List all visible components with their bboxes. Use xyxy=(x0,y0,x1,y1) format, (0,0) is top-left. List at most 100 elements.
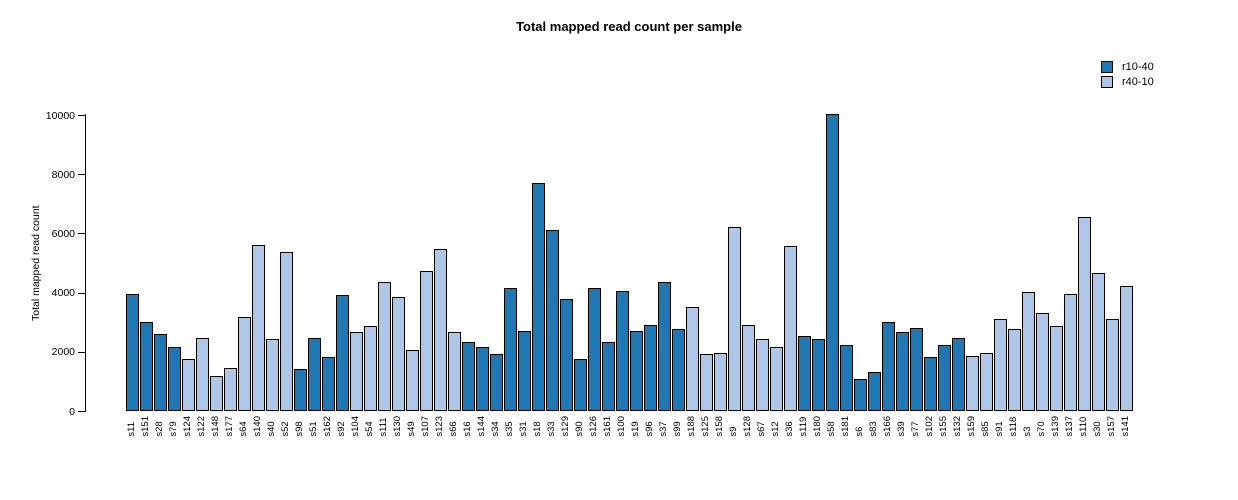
bar-column xyxy=(475,346,489,411)
bar-column xyxy=(713,352,727,411)
x-tick-label: s100 xyxy=(616,416,627,437)
x-tick-label-cell: s31 xyxy=(517,416,531,436)
x-tick-label: s39 xyxy=(896,421,907,437)
bar-column xyxy=(503,287,517,411)
x-tick-label-cell: s64 xyxy=(237,416,251,437)
x-tick-label-cell: s85 xyxy=(979,416,993,436)
x-tick-label-cell: s126 xyxy=(587,416,601,437)
x-tick-label: s151 xyxy=(140,416,151,437)
x-tick-label: s144 xyxy=(476,416,487,437)
bar-s157 xyxy=(1105,318,1119,411)
bar-s141 xyxy=(1119,286,1133,411)
x-tick-label-cell: s51 xyxy=(307,416,321,437)
x-tick-label-cell: s102 xyxy=(923,416,937,437)
bar-s123 xyxy=(433,249,447,411)
bar-s96 xyxy=(643,324,657,411)
bar-s151 xyxy=(139,321,153,411)
y-tick-label: 4000 xyxy=(51,287,75,300)
x-tick-label: s49 xyxy=(406,421,417,437)
x-tick-label-cell: s148 xyxy=(209,416,223,437)
x-tick-label: s70 xyxy=(1036,421,1047,437)
x-tick-label-cell: s158 xyxy=(713,416,727,437)
bar-s37 xyxy=(657,281,671,411)
x-tick-label: s51 xyxy=(308,421,319,437)
bar-column xyxy=(657,281,671,411)
x-tick-label: s96 xyxy=(644,421,655,437)
x-tick-label: s180 xyxy=(812,416,823,437)
bar-s166 xyxy=(881,321,895,411)
bar-column xyxy=(237,317,251,411)
bar-s125 xyxy=(699,354,713,411)
bar-s35 xyxy=(503,287,517,411)
bar-column xyxy=(153,333,167,411)
x-tick-label: s104 xyxy=(350,416,361,437)
x-tick-label-cell: s91 xyxy=(993,416,1007,436)
x-tick-label: s77 xyxy=(910,421,921,437)
bar-column xyxy=(937,345,951,411)
bar-s139 xyxy=(1049,326,1063,411)
bar-column xyxy=(979,352,993,411)
bar-column xyxy=(1049,326,1063,411)
x-tick-label: s30 xyxy=(1092,421,1103,437)
x-tick-label-cell: s9 xyxy=(727,416,741,437)
y-axis-title: Total mapped read count xyxy=(30,205,42,321)
x-tick-label: s58 xyxy=(826,421,837,437)
legend: r10-40 r40-10 xyxy=(1101,61,1154,91)
x-tick-label-cell: s40 xyxy=(265,416,279,436)
bar-s155 xyxy=(937,345,951,411)
x-tick-label-cell: s34 xyxy=(489,416,503,436)
bar-s119 xyxy=(797,336,811,411)
x-tick-label-cell: s36 xyxy=(783,416,797,436)
bar-column xyxy=(881,321,895,411)
bar-s91 xyxy=(993,318,1007,411)
y-tick-mark xyxy=(78,174,85,176)
bar-s98 xyxy=(293,369,307,411)
y-tick-label: 8000 xyxy=(51,168,75,181)
bar-s34 xyxy=(489,354,503,411)
bar-column xyxy=(1077,216,1091,411)
bar-column xyxy=(167,346,181,411)
bar-s107 xyxy=(419,271,433,411)
x-tick-label-cell: s18 xyxy=(531,416,545,436)
x-tick-label-cell: s139 xyxy=(1049,416,1063,437)
x-tick-label: s159 xyxy=(966,416,977,437)
bar-s54 xyxy=(363,326,377,411)
x-tick-label: s11 xyxy=(126,421,137,437)
x-tick-label: s33 xyxy=(546,421,557,437)
bar-column xyxy=(489,354,503,411)
bar-s161 xyxy=(601,342,615,411)
bar-s100 xyxy=(615,290,629,411)
bar-column xyxy=(993,318,1007,411)
bar-column xyxy=(965,355,979,411)
bar-column xyxy=(1021,292,1035,411)
legend-row: r40-10 xyxy=(1101,76,1154,88)
bar-s52 xyxy=(279,252,293,411)
bar-s162 xyxy=(321,357,335,411)
x-tick-label: s132 xyxy=(952,416,963,437)
bar-column xyxy=(139,321,153,411)
x-tick-label-cell: s77 xyxy=(909,416,923,437)
x-tick-label: s67 xyxy=(756,421,767,437)
bar-s39 xyxy=(895,332,909,411)
bar-column xyxy=(797,336,811,411)
bar-column xyxy=(629,330,643,411)
y-tick-label: 6000 xyxy=(51,227,75,240)
bar-s33 xyxy=(545,229,559,411)
bar-s3 xyxy=(1021,292,1035,411)
x-tick-label-cell: s54 xyxy=(363,416,377,436)
bar-column xyxy=(699,354,713,411)
y-tick-mark xyxy=(78,233,85,235)
bar-column xyxy=(251,244,265,411)
x-tick-label-cell: s180 xyxy=(811,416,825,437)
y-tick-mark xyxy=(78,411,85,412)
x-tick-label: s111 xyxy=(378,417,389,437)
x-tick-label: s35 xyxy=(504,421,515,437)
bar-column xyxy=(1119,286,1133,411)
bar-s16 xyxy=(461,342,475,411)
x-tick-label-cell: s161 xyxy=(601,416,615,437)
x-tick-label-cell: s157 xyxy=(1105,416,1119,437)
x-tick-label-cell: s12 xyxy=(769,416,783,436)
bar-column xyxy=(671,329,685,411)
x-tick-label: s64 xyxy=(238,421,249,437)
